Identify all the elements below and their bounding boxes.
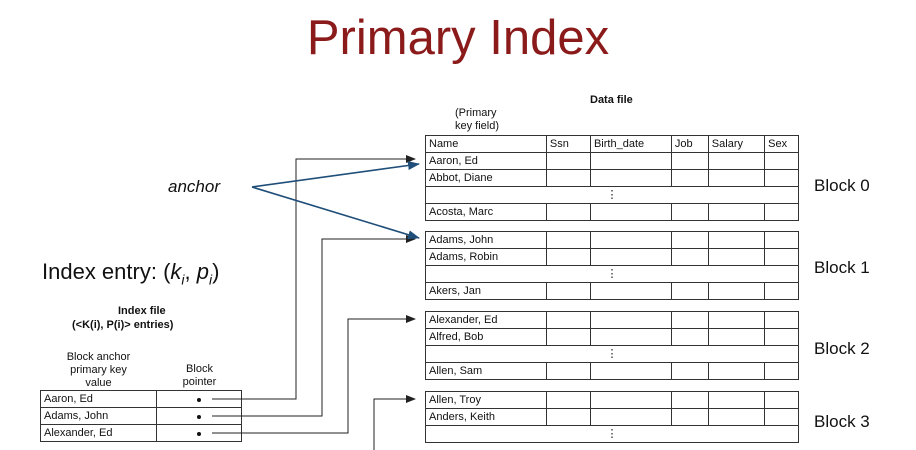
table-row: Acosta, Marc (425, 203, 799, 221)
index-entry-p: p (196, 259, 209, 284)
anchor-column-header-line3: value (85, 377, 112, 389)
pointer-arrow-1 (212, 235, 416, 417)
block-label-3: Block 3 (814, 412, 870, 431)
index-key: Alexander, Ed (40, 424, 157, 442)
anchor-label: anchor (168, 177, 220, 196)
table-row: Allen, Sam (425, 362, 799, 380)
index-entry-suffix: ) (212, 259, 220, 284)
data-block-1: Adams, John Adams, Robin ⋮ Akers, Jan (425, 231, 799, 300)
ellipsis: ⋮ (425, 425, 799, 443)
anchor-arrow-block-0 (251, 161, 420, 188)
index-table: Aaron, Ed Adams, John Alexander, Ed (40, 390, 243, 442)
record-name: Akers, Jan (425, 282, 547, 300)
index-key: Adams, John (40, 407, 157, 425)
anchor-column-header-line1: Block anchor (66, 351, 131, 363)
record-name: Abbot, Diane (425, 169, 547, 187)
record-name: Alfred, Bob (425, 328, 547, 346)
table-row: Alexander, Ed (40, 424, 243, 442)
index-file-entries-label: (<K(i), P(i)> entries) (72, 319, 174, 331)
record-name: Acosta, Marc (425, 203, 547, 221)
anchor-column-header-line2: primary key (70, 364, 127, 376)
pointer-arrow-2 (212, 315, 416, 434)
block-label-0: Block 0 (814, 176, 870, 195)
data-block-3: Allen, Troy Anders, Keith ⋮ (425, 391, 799, 443)
index-file-label: Index file (118, 305, 166, 317)
index-entry-sub-i: i (209, 271, 213, 288)
pointer-column-header-line2: pointer (182, 376, 217, 388)
block-label-1: Block 1 (814, 258, 870, 277)
anchor-column-header: Block anchor primary key value (41, 351, 156, 390)
index-entry-k: k (170, 259, 182, 284)
pointer-column-header-line1: Block (186, 363, 213, 375)
data-block-2: Alexander, Ed Alfred, Bob ⋮ Allen, Sam (425, 311, 799, 380)
table-row: Allen, Troy (425, 391, 799, 409)
primary-key-label-line1: (Primary (455, 107, 497, 119)
data-file-label: Data file (590, 94, 633, 106)
pointer-arrow-3 (373, 395, 416, 450)
table-row: Aaron, Ed (40, 390, 243, 408)
record-name: Adams, Robin (425, 248, 547, 266)
anchor-arrow-block-1 (251, 186, 420, 240)
index-entry-sub-i: i (181, 271, 185, 288)
data-block-0: Name Ssn Birth_date Job Salary Sex Aaron… (425, 135, 799, 221)
ellipsis-row: ⋮ (425, 425, 799, 443)
table-row: Akers, Jan (425, 282, 799, 300)
pointer-column-header: Block pointer (157, 363, 242, 389)
pointer-arrow-0 (212, 155, 416, 400)
index-entry-sep: , (184, 259, 197, 284)
primary-key-label-line2: key field) (455, 120, 500, 132)
index-entry-label: Index entry: (ki, pi) (42, 259, 219, 287)
index-entry-prefix: Index entry: ( (42, 259, 171, 284)
page-title: Primary Index (306, 11, 610, 65)
table-row: Alfred, Bob (425, 328, 799, 346)
record-name: Allen, Sam (425, 362, 547, 380)
table-row: Adams, John (425, 231, 799, 249)
index-key: Aaron, Ed (40, 390, 157, 408)
block-label-2: Block 2 (814, 339, 870, 358)
